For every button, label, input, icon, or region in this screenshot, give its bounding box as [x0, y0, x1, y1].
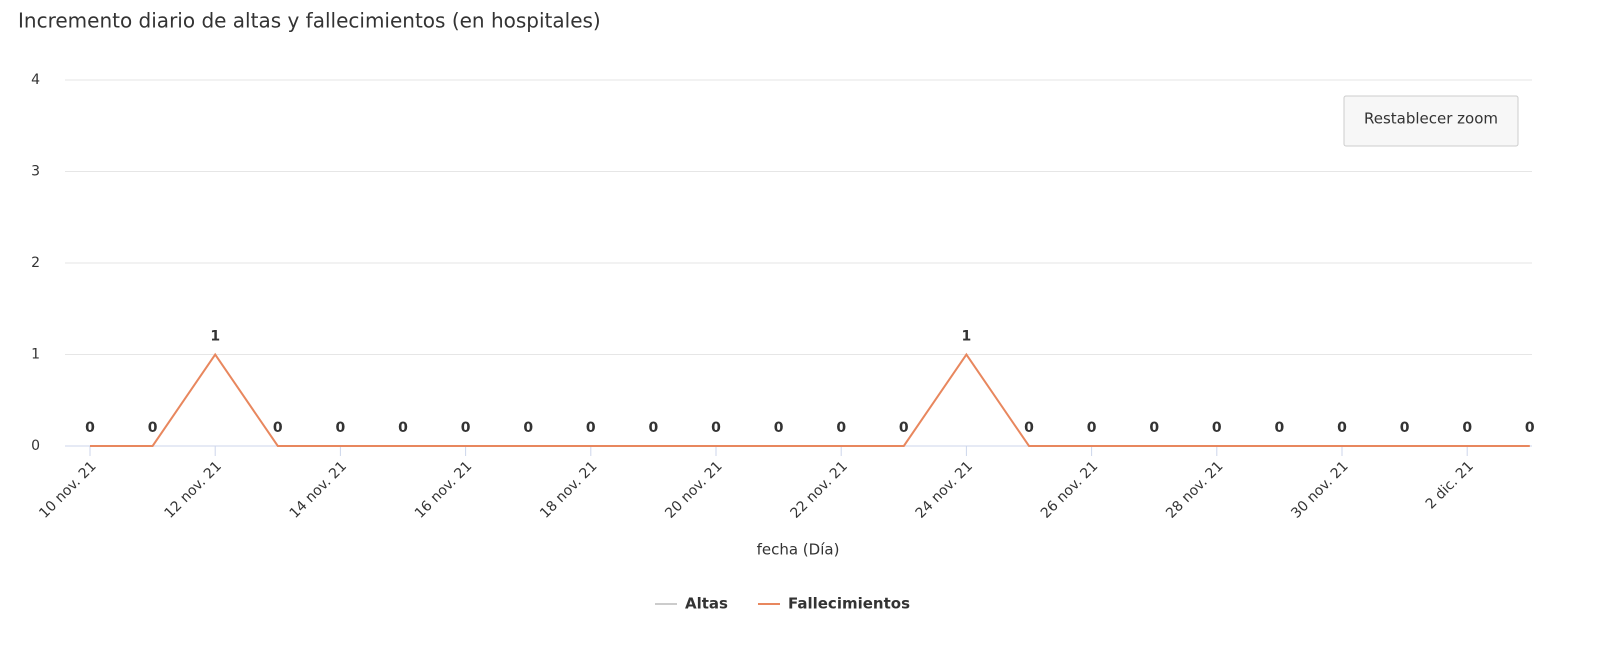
- data-label: 0: [461, 420, 471, 436]
- x-tick-label: 12 nov. 21: [161, 458, 224, 521]
- data-label: 0: [1212, 420, 1222, 436]
- legend-label[interactable]: Fallecimientos: [788, 595, 910, 613]
- x-tick-label: 24 nov. 21: [913, 458, 976, 521]
- x-tick-label: 2 dic. 21: [1423, 458, 1477, 512]
- x-tick-label: 30 nov. 21: [1288, 458, 1351, 521]
- data-label: 0: [1087, 420, 1097, 436]
- data-label: 1: [210, 329, 220, 345]
- data-label: 0: [148, 420, 158, 436]
- x-tick-label: 22 nov. 21: [787, 458, 850, 521]
- legend-label[interactable]: Altas: [685, 595, 728, 613]
- y-tick-label: 2: [31, 255, 40, 271]
- x-tick-label: 20 nov. 21: [662, 458, 725, 521]
- series-line: [90, 352, 1530, 447]
- x-tick-label: 10 nov. 21: [36, 458, 99, 521]
- data-label: 0: [1024, 420, 1034, 436]
- y-tick-label: 0: [31, 438, 40, 454]
- x-tick-label: 26 nov. 21: [1038, 458, 1101, 521]
- data-label: 0: [1149, 420, 1159, 436]
- x-tick-label: 16 nov. 21: [412, 458, 475, 521]
- data-label: 0: [336, 420, 346, 436]
- data-label: 0: [586, 420, 596, 436]
- data-label: 0: [899, 420, 909, 436]
- data-label: 0: [523, 420, 533, 436]
- button-label[interactable]: Restablecer zoom: [1364, 110, 1498, 128]
- y-tick-label: 3: [31, 164, 40, 180]
- data-label: 0: [711, 420, 721, 436]
- data-label: 0: [649, 420, 659, 436]
- y-tick-label: 4: [31, 72, 40, 88]
- data-label: 0: [398, 420, 408, 436]
- x-axis-title: fecha (Día): [757, 541, 840, 559]
- x-tick-label: 14 nov. 21: [287, 458, 350, 521]
- data-label: 0: [774, 420, 784, 436]
- chart-title: Incremento diario de altas y fallecimien…: [18, 9, 601, 33]
- data-label: 0: [1275, 420, 1285, 436]
- x-tick-label: 18 nov. 21: [537, 458, 600, 521]
- data-label: 0: [1462, 420, 1472, 436]
- x-tick-label: 28 nov. 21: [1163, 458, 1226, 521]
- data-label: 1: [962, 329, 972, 345]
- button-bg[interactable]: [1343, 95, 1519, 147]
- data-label: 0: [1337, 420, 1347, 436]
- data-label: 0: [85, 420, 95, 436]
- data-label: 0: [1525, 420, 1535, 436]
- data-label: 0: [836, 420, 846, 436]
- y-tick-label: 1: [31, 347, 40, 363]
- data-label: 0: [1400, 420, 1410, 436]
- data-label: 0: [273, 420, 283, 436]
- reset-zoom-button[interactable]: Restablecer zoom: [1343, 95, 1519, 147]
